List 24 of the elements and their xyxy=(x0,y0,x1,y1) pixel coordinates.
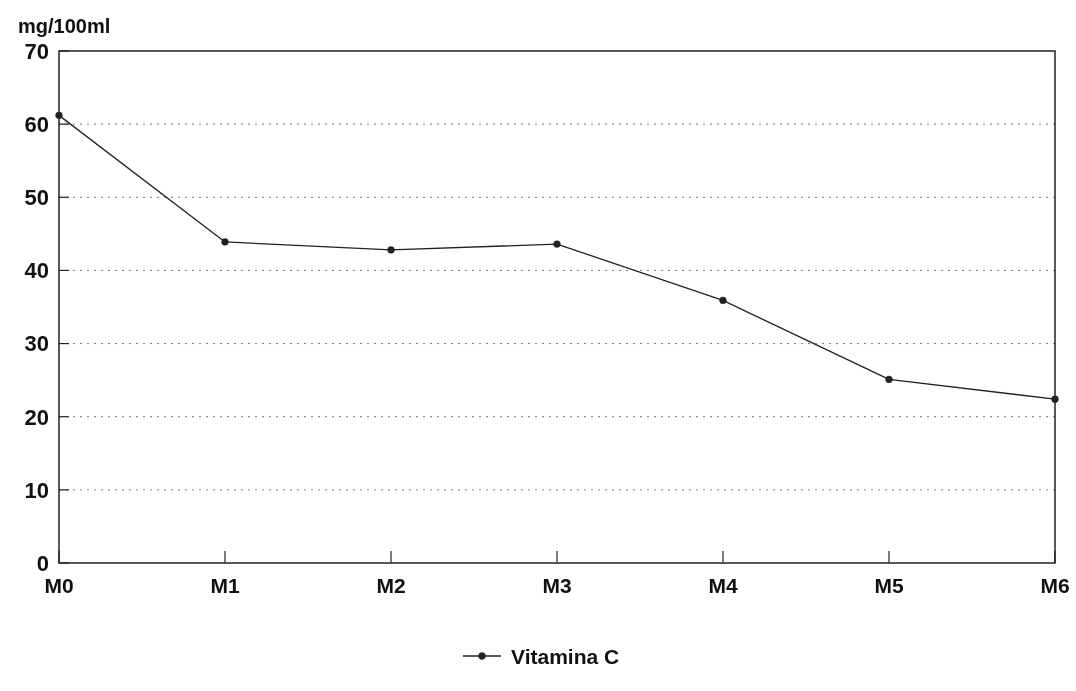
x-tick-label: M1 xyxy=(210,574,240,597)
y-tick-label: 0 xyxy=(36,550,49,576)
y-tick-label: 30 xyxy=(24,331,49,357)
y-tick-label: 20 xyxy=(24,404,49,430)
y-axis-title: mg/100ml xyxy=(18,15,111,37)
x-tick-label: M0 xyxy=(44,574,74,597)
x-tick-label: M4 xyxy=(708,574,738,597)
y-tick-label: 50 xyxy=(24,185,49,211)
x-tick-label: M2 xyxy=(376,574,406,597)
legend-label: Vitamina C xyxy=(511,644,620,668)
y-tick-label: 60 xyxy=(24,112,49,138)
x-tick-label: M3 xyxy=(542,574,572,597)
point xyxy=(553,240,561,248)
point xyxy=(1051,395,1059,403)
point xyxy=(387,246,395,254)
point xyxy=(55,111,63,120)
x-tick-label: M5 xyxy=(874,574,904,597)
y-tick-label: 10 xyxy=(24,477,49,503)
point xyxy=(719,296,727,305)
point xyxy=(221,238,229,246)
y-tick-label: 70 xyxy=(24,38,49,64)
x-tick-label: M6 xyxy=(1040,574,1070,597)
point xyxy=(885,375,893,384)
y-tick-label: 40 xyxy=(24,258,49,284)
